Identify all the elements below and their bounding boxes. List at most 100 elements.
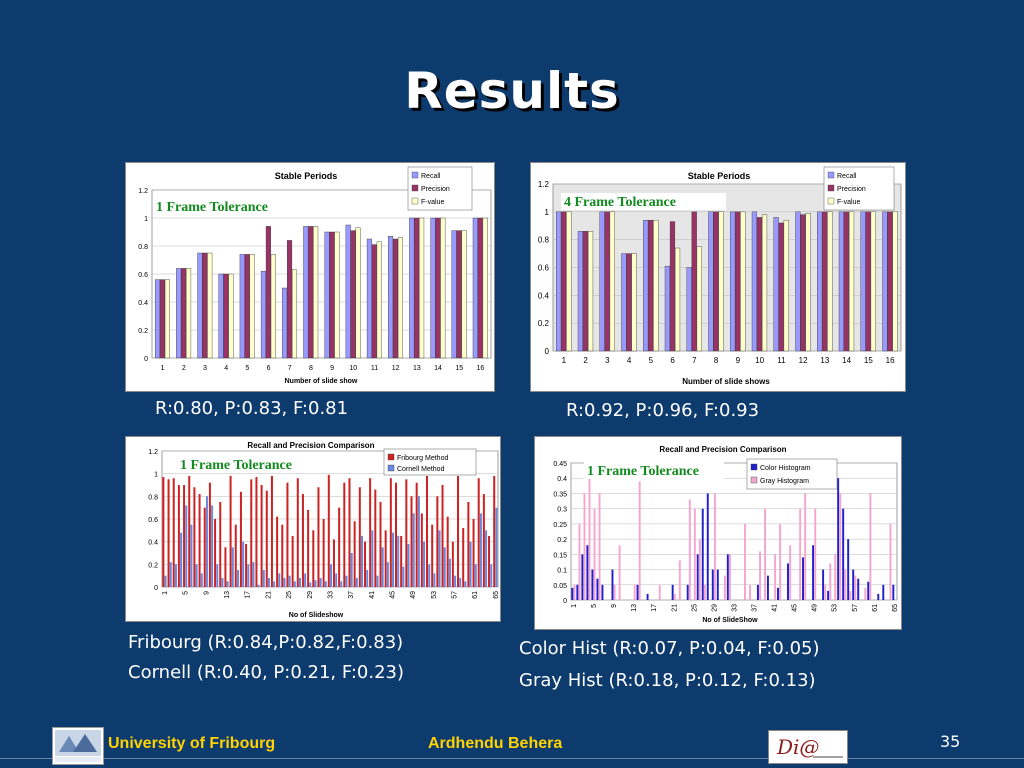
chart-4-xtick: 45 bbox=[792, 604, 799, 612]
chart-4-ytick: 0.1 bbox=[557, 568, 567, 575]
chart-3-bar bbox=[423, 541, 426, 587]
chart-2-bar bbox=[827, 211, 833, 352]
chart-4-bar bbox=[864, 587, 867, 600]
chart-3-xtick: 49 bbox=[410, 591, 417, 599]
chart-2-bar bbox=[609, 211, 615, 352]
chart-1-ytick: 0.6 bbox=[138, 272, 148, 279]
chart-2-ytick: 0.2 bbox=[538, 319, 550, 328]
chart-3-title: Recall and Precision Comparison bbox=[247, 441, 374, 450]
chart-1-bar bbox=[176, 268, 182, 359]
chart-2-bar bbox=[838, 211, 844, 352]
chart-1-bar bbox=[159, 279, 165, 359]
footer-author: Ardhendu Behera bbox=[428, 735, 563, 752]
chart-3-bar bbox=[395, 482, 397, 587]
chart-3-bar bbox=[340, 581, 343, 587]
chart-2-ytick: 0.4 bbox=[538, 291, 550, 300]
chart-3-bar bbox=[291, 536, 294, 587]
chart-4-ytick: 0.2 bbox=[557, 537, 567, 544]
chart-3-bar bbox=[203, 507, 206, 587]
chart-4-xtick: 33 bbox=[731, 604, 738, 612]
chart-4-bar bbox=[658, 584, 661, 600]
chart-2-bar bbox=[718, 211, 724, 352]
chart-2-bar bbox=[691, 211, 697, 352]
chart-2-bar bbox=[778, 222, 784, 352]
chart-2-ytick: 1 bbox=[545, 208, 550, 217]
chart-4-bar bbox=[857, 578, 860, 600]
chart-2-xtick: 10 bbox=[755, 356, 764, 365]
chart-2-bar bbox=[587, 231, 594, 352]
chart-3: 0 0.2 0.4 0.6 0.8 1 1.2 1 5 9 13 17 21 25 29 33 37 41 45 49… bbox=[126, 437, 500, 621]
chart-4-bar bbox=[777, 587, 779, 600]
chart-4: 0 0.05 0.1 0.15 0.2 0.25 0.3 0.35 0.4 0.45 1 5 9 13 17… bbox=[535, 437, 901, 629]
chart-4-bar bbox=[711, 569, 714, 600]
chart-3-bar bbox=[298, 577, 301, 587]
chart-4-bar bbox=[756, 584, 759, 600]
chart-3-bar bbox=[386, 562, 389, 587]
chart-2-legend-swatch bbox=[827, 197, 835, 205]
chart-3-bar bbox=[293, 581, 296, 587]
chart-4-bar bbox=[827, 590, 830, 600]
chart-4-bar bbox=[573, 584, 576, 600]
chart-3-annotation: 1 Frame Tolerance bbox=[180, 458, 292, 473]
chart-3-xtick: 21 bbox=[265, 591, 272, 599]
chart-4-bar bbox=[611, 569, 614, 600]
chart-4-bar bbox=[812, 545, 815, 600]
chart-4-bar bbox=[588, 478, 591, 600]
chart-1-bar bbox=[461, 230, 467, 359]
chart-4-bar bbox=[764, 508, 767, 600]
chart-2-title: Stable Periods bbox=[688, 171, 751, 181]
chart-4-bar bbox=[839, 493, 842, 600]
caption-chart-3-fribourg: Fribourg (R:0.84,P:0.82,F:0.83) bbox=[128, 632, 404, 653]
chart-1-bar bbox=[181, 268, 187, 359]
chart-3-bar bbox=[314, 580, 317, 587]
chart-3-bar bbox=[366, 570, 369, 587]
chart-2-ytick: 0 bbox=[545, 347, 550, 356]
chart-3-bar bbox=[304, 573, 307, 587]
chart-4-bar bbox=[696, 554, 699, 600]
chart-1-bar bbox=[270, 254, 276, 359]
chart-4-bar bbox=[713, 493, 716, 600]
chart-3-bar bbox=[361, 536, 364, 587]
chart-3-xtick: 53 bbox=[431, 591, 438, 599]
chart-1-ytick: 0.2 bbox=[138, 328, 148, 335]
chart-3-bar bbox=[459, 577, 462, 587]
chart-4-bar bbox=[636, 584, 639, 600]
chart-3-ytick: 0.6 bbox=[148, 517, 158, 524]
chart-1-title: Stable Periods bbox=[275, 171, 338, 181]
chart-1-bar bbox=[435, 217, 441, 359]
chart-3-bar bbox=[376, 575, 379, 587]
page-number: 35 bbox=[940, 732, 961, 751]
chart-3-bar bbox=[462, 528, 465, 587]
chart-2-bar bbox=[783, 219, 789, 352]
chart-3-bar bbox=[490, 564, 493, 587]
chart-1-bar bbox=[409, 217, 415, 359]
chart-3-bar bbox=[286, 482, 289, 587]
chart-2-xtick: 12 bbox=[799, 356, 808, 365]
chart-4-ytick: 0 bbox=[563, 598, 567, 605]
chart-4-bar bbox=[787, 563, 789, 600]
chart-3-xtick: 17 bbox=[245, 591, 252, 599]
chart-2-bar bbox=[822, 211, 828, 352]
chart-3-bar bbox=[198, 494, 201, 587]
chart-3-xtick: 45 bbox=[389, 591, 396, 599]
chart-3-xtick: 29 bbox=[307, 591, 314, 599]
chart-3-bar bbox=[239, 491, 242, 587]
chart-3-bar bbox=[454, 575, 457, 587]
chart-4-legend-swatch bbox=[750, 476, 758, 484]
chart-1-bar bbox=[197, 252, 203, 359]
chart-1-xtick: 16 bbox=[477, 365, 485, 372]
chart-3-bar bbox=[448, 558, 451, 587]
chart-4-bar bbox=[744, 523, 746, 600]
chart-4-bar bbox=[847, 539, 850, 600]
chart-3-bar bbox=[281, 524, 284, 587]
chart-3-bar bbox=[327, 474, 330, 587]
chart-3-bar bbox=[172, 478, 175, 587]
chart-1-bar bbox=[477, 217, 483, 359]
chart-4-bar bbox=[749, 584, 751, 600]
chart-2-bar bbox=[708, 211, 714, 352]
chart-3-legend-swatch bbox=[387, 464, 395, 472]
chart-2-legend-label: Recall bbox=[837, 173, 857, 180]
chart-4-bar bbox=[701, 508, 704, 600]
chart-3-bar bbox=[190, 524, 193, 587]
chart-4-bar bbox=[799, 508, 802, 600]
